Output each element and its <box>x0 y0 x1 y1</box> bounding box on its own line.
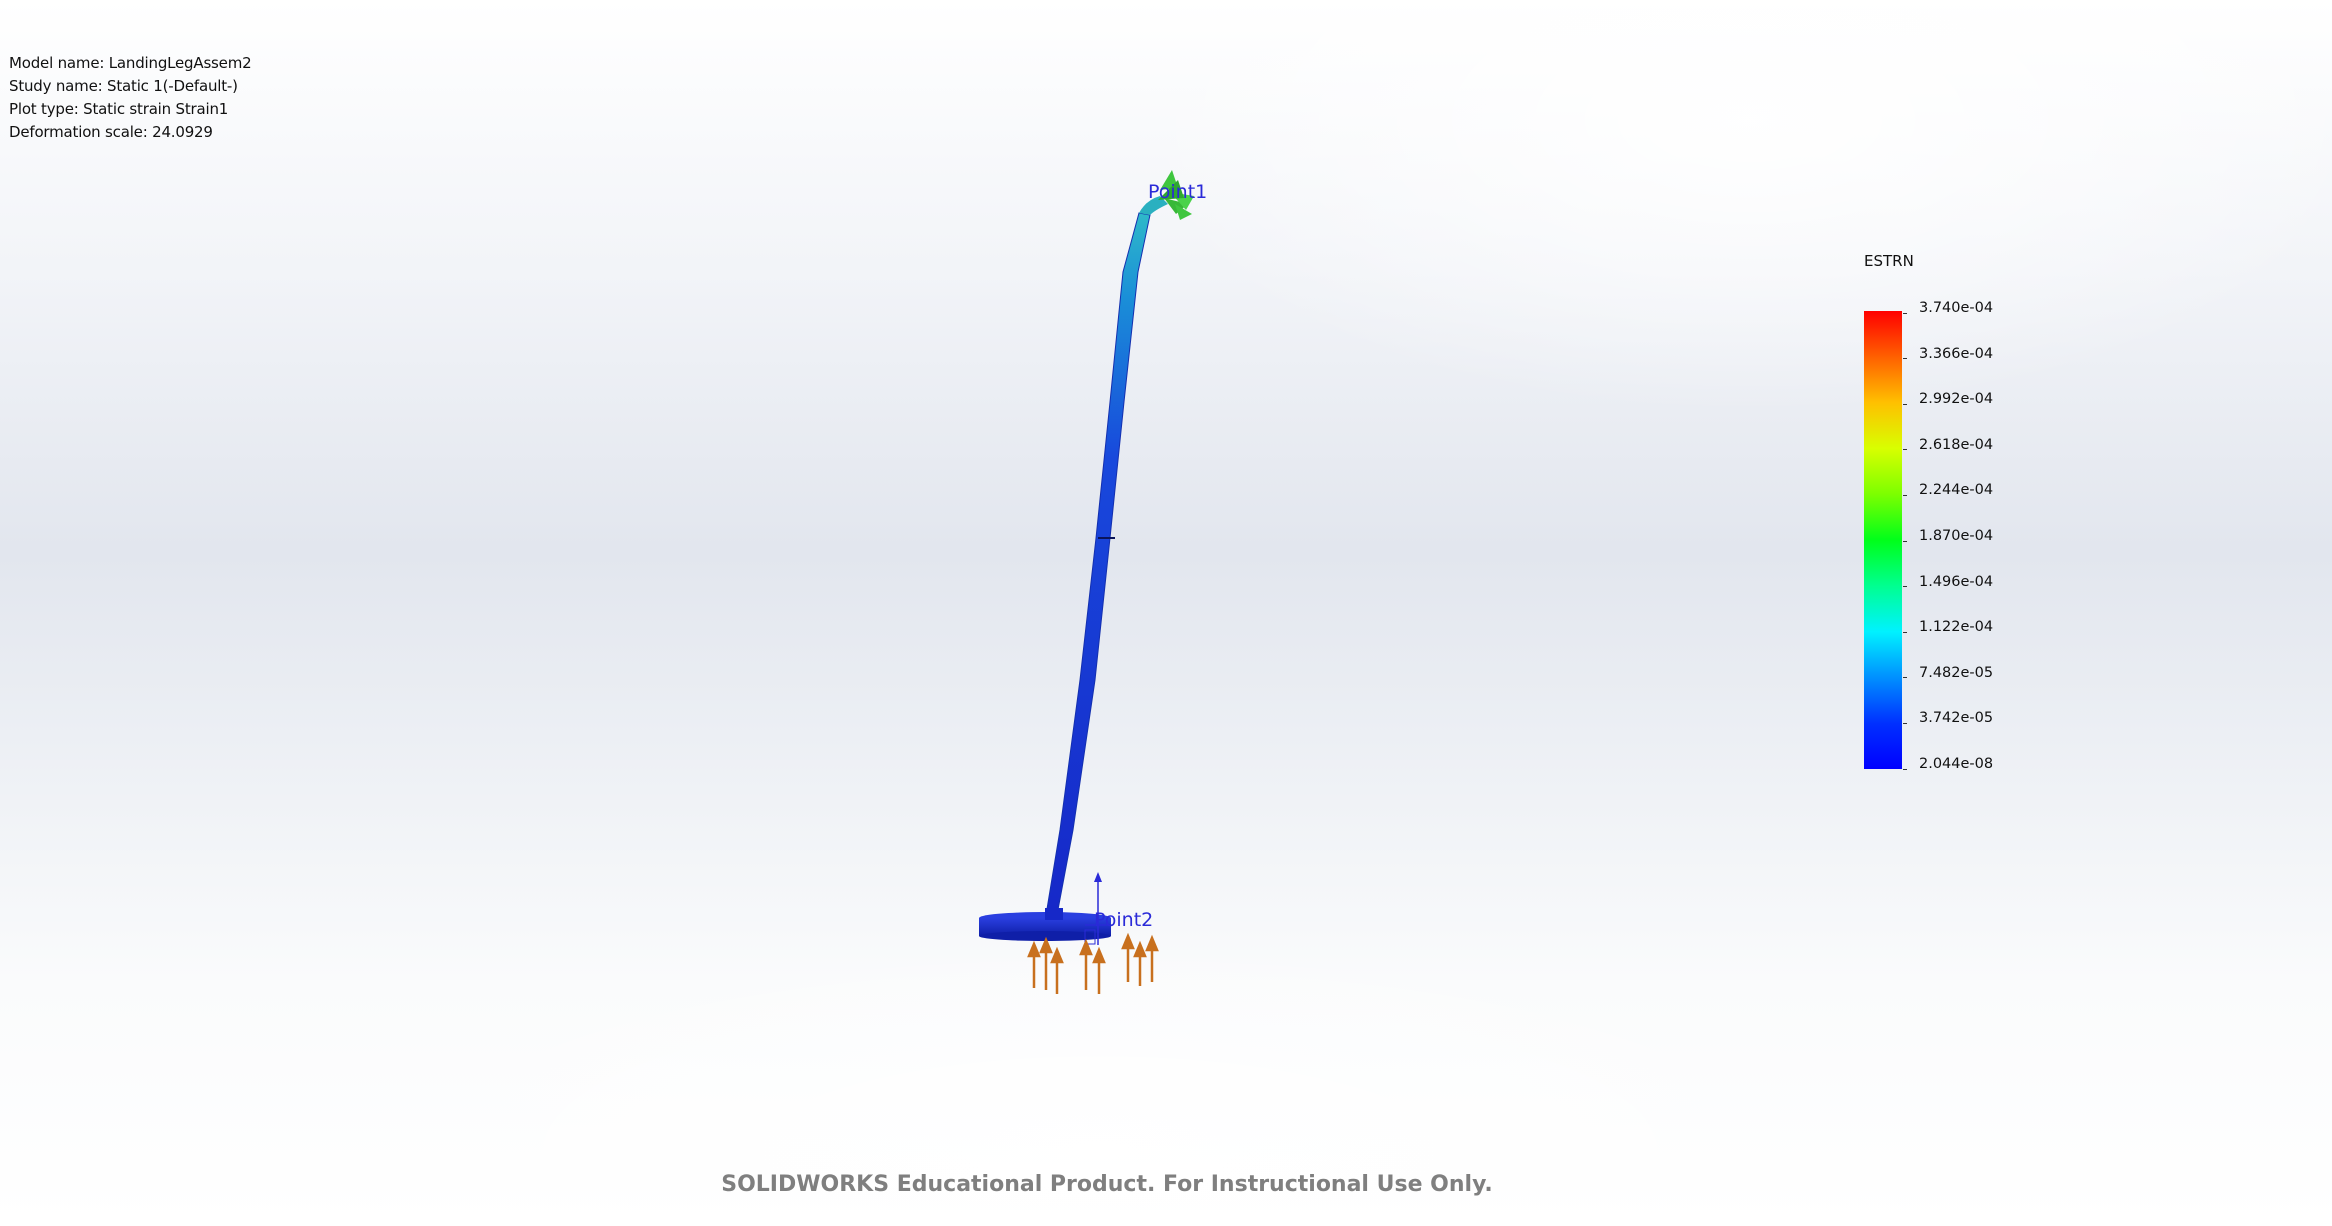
legend-tick-label: 2.044e-08 <box>1903 756 1993 772</box>
legend-tick-mark <box>1903 540 1907 542</box>
educational-watermark: SOLIDWORKS Educational Product. For Inst… <box>721 1172 1493 1197</box>
deformation-scale-text: Deformation scale: 24.0929 <box>9 123 213 141</box>
study-info-block: Model name: LandingLegAssem2 Study name:… <box>9 52 252 144</box>
study-name-text: Study name: Static 1(-Default-) <box>9 77 238 95</box>
point2-label[interactable]: Point2 <box>1094 909 1153 931</box>
legend-tick-text: 2.244e-04 <box>1919 482 1994 499</box>
legend-title: ESTRN <box>1864 252 1914 270</box>
legend-tick-label: 2.244e-04 <box>1903 482 1993 498</box>
legend-tick-label: 1.496e-04 <box>1903 574 1993 590</box>
legend-tick-text: 2.044e-08 <box>1919 756 1994 772</box>
point1-label[interactable]: Point1 <box>1148 181 1207 203</box>
model-name-text: Model name: LandingLegAssem2 <box>9 54 252 72</box>
legend-tick-mark <box>1903 403 1907 405</box>
legend-tick-label: 2.992e-04 <box>1903 391 1993 407</box>
plot-type-text: Plot type: Static strain Strain1 <box>9 100 229 118</box>
legend-tick-mark <box>1903 768 1907 770</box>
legend-tick-text: 3.742e-05 <box>1919 710 1994 727</box>
load-arrows <box>1027 932 1159 994</box>
legend-tick-labels: 3.740e-04 3.366e-04 2.992e-04 2.618e-04 2.24… <box>1903 300 2023 780</box>
legend-tick-text: 7.482e-05 <box>1919 664 1994 681</box>
legend-tick-text: 2.618e-04 <box>1919 436 1994 453</box>
legend-tick-mark <box>1903 586 1907 588</box>
point2-marker <box>1084 872 1112 945</box>
legend-tick-text: 1.496e-04 <box>1919 573 1994 590</box>
legend-tick-mark <box>1903 494 1907 496</box>
legend-tick-text: 1.122e-04 <box>1919 619 1994 636</box>
legend-color-bar[interactable] <box>1864 311 1902 769</box>
legend-tick-text: 2.992e-04 <box>1919 391 1994 408</box>
legend-tick-label: 1.870e-04 <box>1903 528 1993 544</box>
legend-tick-label: 3.740e-04 <box>1903 300 1993 316</box>
fixture-symbol <box>1158 170 1194 220</box>
legend-tick-text: 3.740e-04 <box>1919 300 1994 316</box>
legend-tick-mark <box>1903 677 1907 679</box>
legend-tick-text: 1.870e-04 <box>1919 528 1994 544</box>
legend-tick-label: 3.742e-05 <box>1903 710 1993 726</box>
legend-tick-mark <box>1903 449 1907 451</box>
legend-tick-mark <box>1903 631 1907 633</box>
legend-tick-label: 3.366e-04 <box>1903 346 1993 362</box>
legend-tick-text: 3.366e-04 <box>1919 345 1994 362</box>
legend-tick-mark <box>1903 722 1907 724</box>
legend-tick-label: 1.122e-04 <box>1903 619 1993 635</box>
foot-pad <box>979 908 1111 941</box>
legend-tick-mark <box>1903 358 1907 360</box>
legend-tick-mark <box>1903 312 1907 314</box>
legend-tick-label: 7.482e-05 <box>1903 665 1993 681</box>
legend-tick-label: 2.618e-04 <box>1903 437 1993 453</box>
landing-leg-tube <box>1045 196 1168 916</box>
